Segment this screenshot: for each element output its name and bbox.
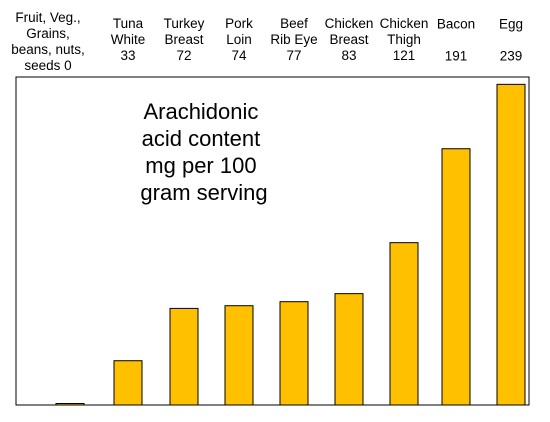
- plot-area-frame: [15, 76, 530, 406]
- category-label-line: Rib Eye: [270, 32, 317, 47]
- category-label: Chicken Breast 83: [325, 16, 374, 63]
- category-label-line: 74: [231, 48, 247, 63]
- category-label-line: beans, nuts,: [11, 42, 85, 57]
- category-label: Pork Loin 74: [225, 16, 253, 63]
- category-label-line: Loin: [226, 32, 252, 47]
- category-label: Chicken Thigh 121: [380, 16, 429, 63]
- bar: [169, 307, 199, 406]
- chart-title-line: Arachidonic: [143, 99, 258, 124]
- category-label-line: White: [111, 32, 146, 47]
- category-label-line: seeds 0: [24, 58, 71, 73]
- chart-title-line: mg per 100: [145, 153, 256, 178]
- category-label-line: 72: [176, 48, 191, 63]
- bars-group: [55, 83, 526, 406]
- category-label: Egg 239: [499, 16, 523, 63]
- category-label: Tuna White 33: [111, 16, 146, 63]
- bar: [334, 293, 364, 406]
- bar: [55, 403, 85, 406]
- category-label-line: Chicken: [325, 16, 374, 31]
- chart-title: Arachidonic acid content mg per 100 gram…: [140, 99, 267, 205]
- category-label-line: Tuna: [113, 16, 144, 31]
- category-label-line: Bacon: [437, 16, 475, 31]
- category-label-line: Pork: [225, 16, 253, 31]
- bar: [279, 301, 309, 406]
- category-label-line: Grains,: [26, 26, 70, 41]
- category-label-line: 191: [445, 48, 468, 63]
- category-label-line: 121: [393, 48, 416, 63]
- category-label-line: Beef: [280, 16, 308, 31]
- bar: [224, 305, 254, 406]
- chart-title-line: acid content: [142, 126, 261, 151]
- category-label: Bacon 191: [437, 16, 475, 63]
- category-label: Turkey Breast 72: [164, 16, 205, 63]
- bar: [389, 242, 419, 406]
- category-label: Beef Rib Eye 77: [270, 16, 317, 63]
- category-label-line: 83: [341, 48, 356, 63]
- category-labels-group: Fruit, Veg., Grains, beans, nuts, seeds 0 Tu…: [11, 10, 523, 73]
- bar: [496, 83, 526, 406]
- category-label-line: Breast: [164, 32, 203, 47]
- category-label-line: 77: [286, 48, 301, 63]
- category-label-line: Egg: [499, 16, 523, 31]
- category-label-line: Thigh: [387, 32, 421, 47]
- bar: [441, 148, 471, 406]
- category-label-line: 33: [120, 48, 135, 63]
- category-label-line: Fruit, Veg.,: [15, 10, 80, 25]
- category-label-line: Turkey: [164, 16, 205, 31]
- category-label-line: 239: [500, 48, 523, 63]
- bar: [113, 360, 143, 406]
- category-label: Fruit, Veg., Grains, beans, nuts, seeds 0: [11, 10, 85, 73]
- category-label-line: Breast: [329, 32, 368, 47]
- category-label-line: Chicken: [380, 16, 429, 31]
- chart-title-line: gram serving: [140, 180, 267, 205]
